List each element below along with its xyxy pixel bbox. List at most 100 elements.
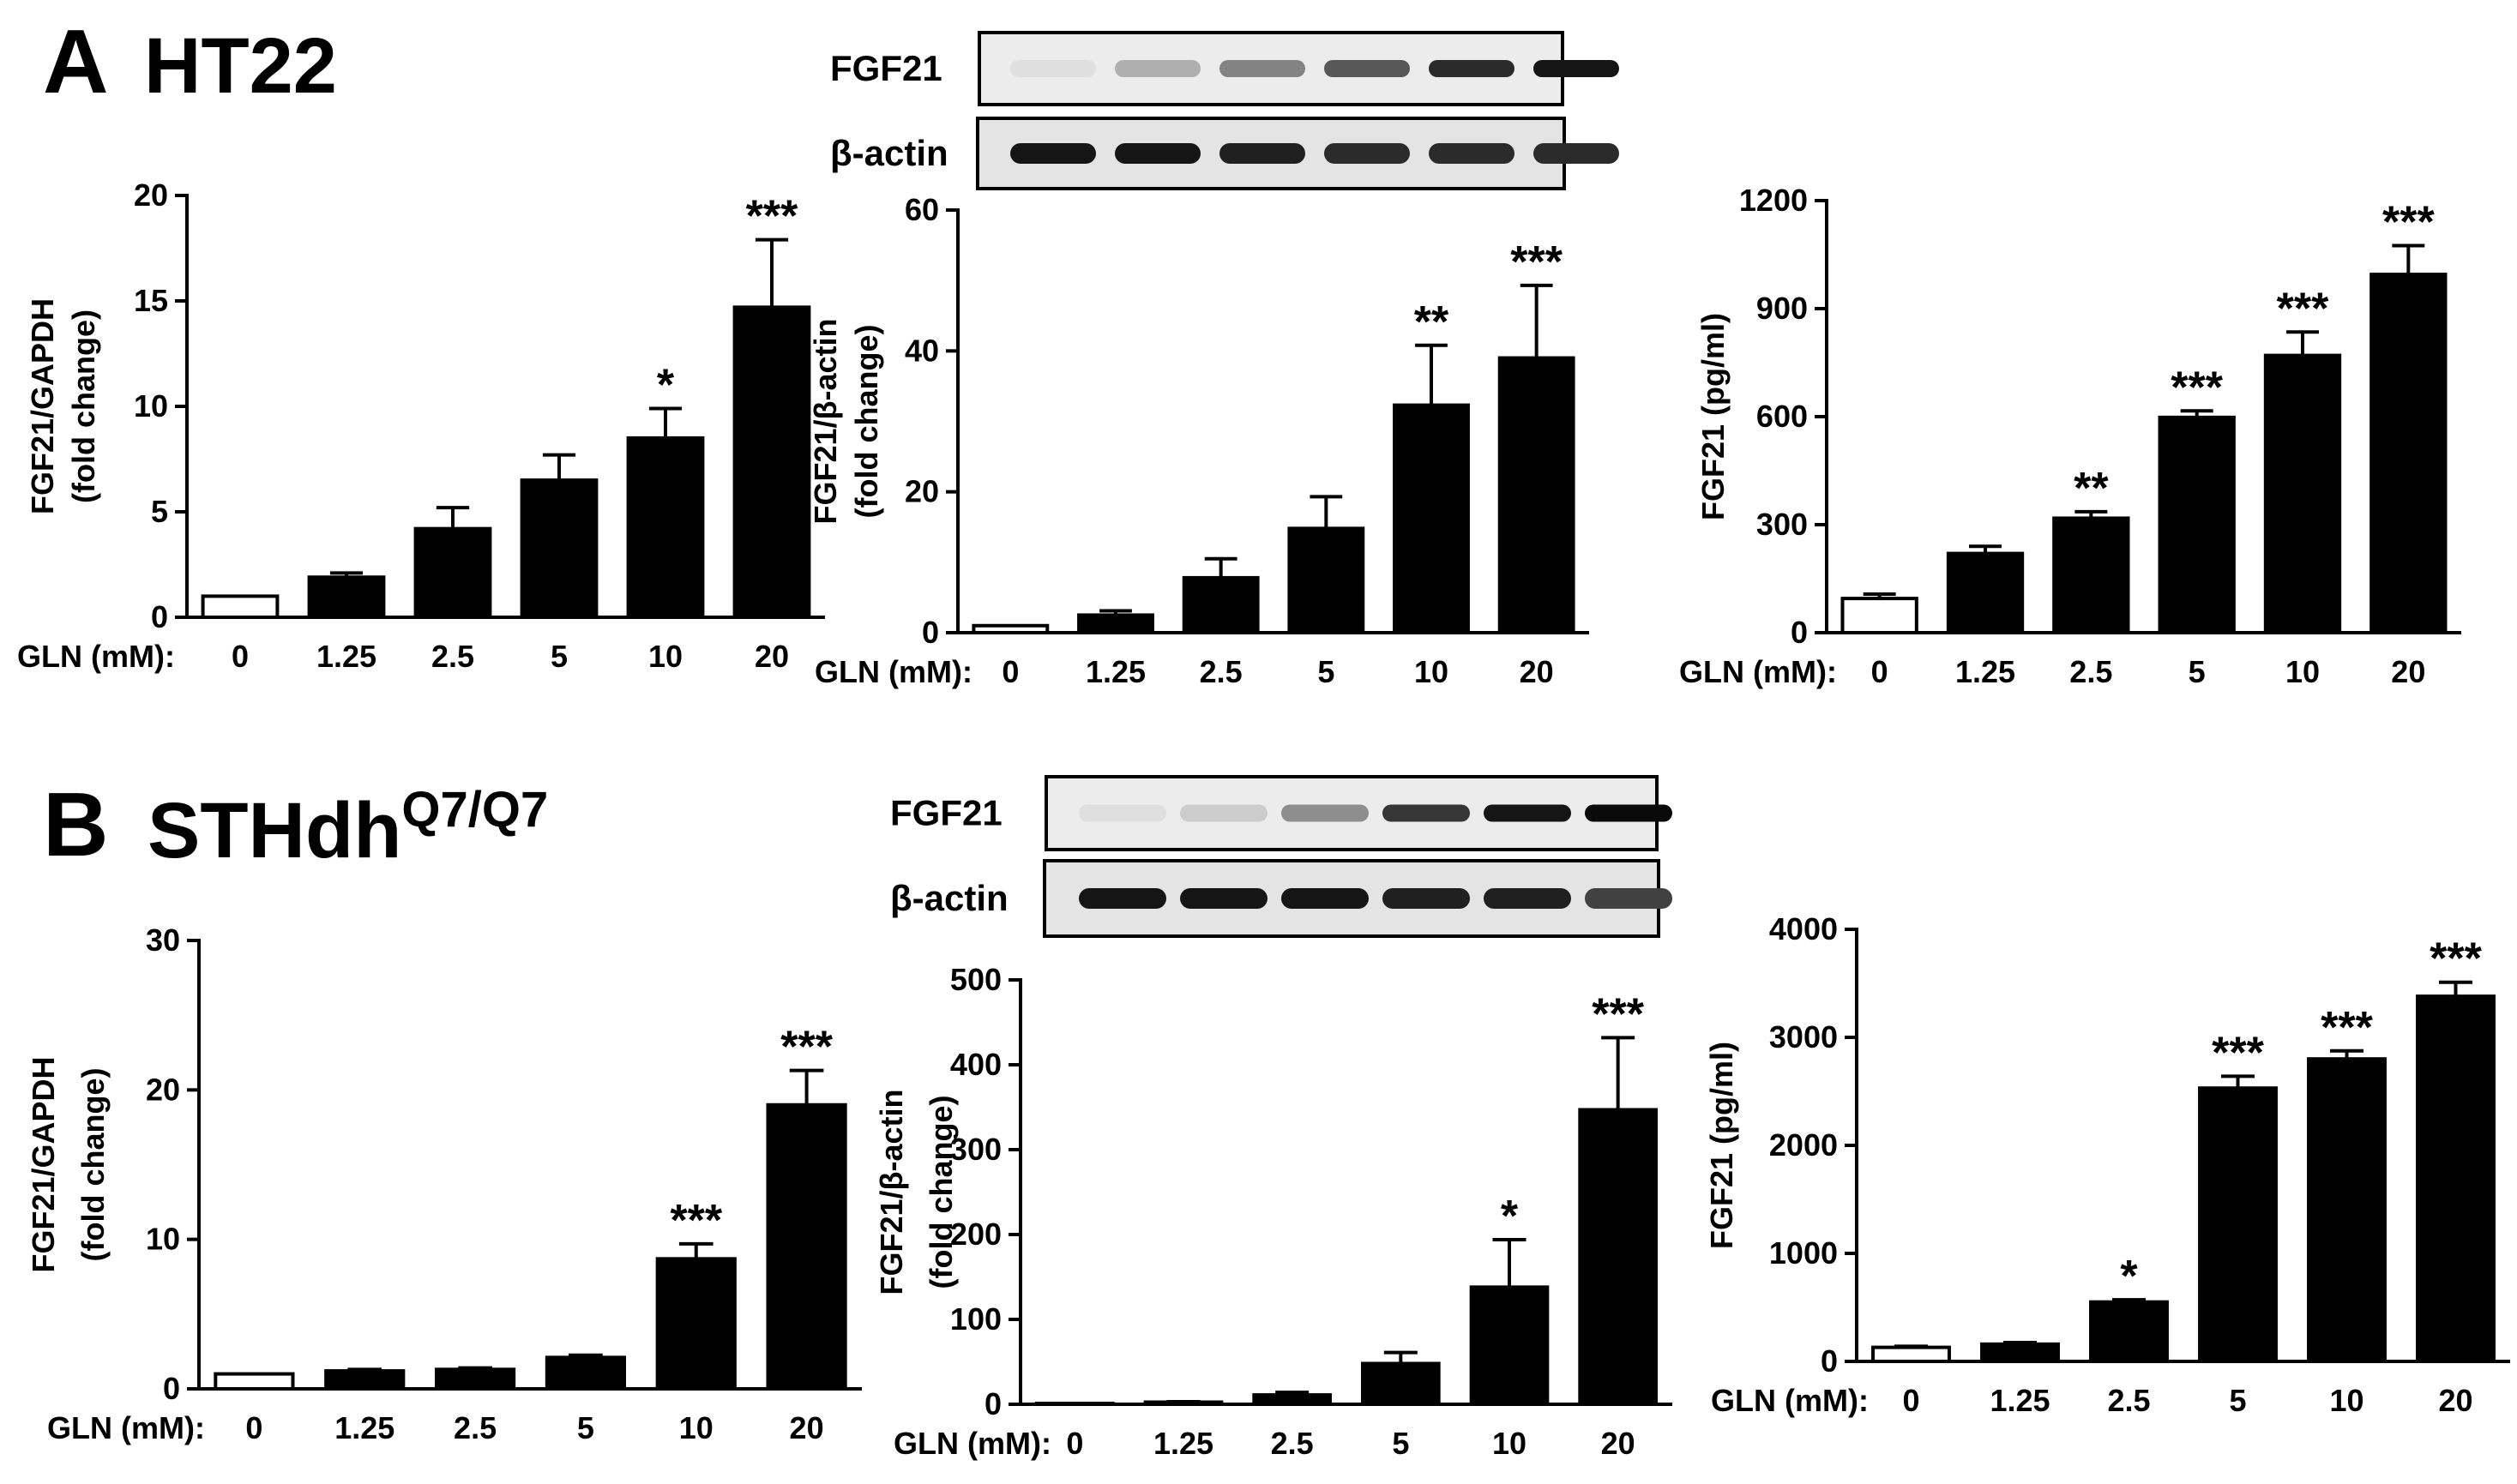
y-tick-label: 0 <box>985 1386 1002 1421</box>
bar <box>214 1372 295 1391</box>
significance-mark: *** <box>746 192 798 242</box>
x-tick-label: 2.5 <box>431 639 474 674</box>
y-axis-label: (fold change) <box>66 309 101 503</box>
x-tick-label: 5 <box>2229 1383 2246 1418</box>
x-tick-label: 2.5 <box>454 1410 497 1445</box>
significance-mark: ** <box>2074 464 2109 514</box>
y-tick-label: 2000 <box>1769 1127 1838 1163</box>
blot-band-target <box>1324 60 1410 77</box>
bar <box>1469 1285 1550 1406</box>
bar <box>1497 356 1575 634</box>
x-tick-label: 10 <box>1492 1426 1526 1461</box>
significance-mark: *** <box>1510 237 1563 287</box>
bar <box>2158 415 2236 634</box>
x-tick-label: 10 <box>679 1410 714 1445</box>
x-tick-label: 20 <box>1520 654 1554 689</box>
y-tick-label: 0 <box>1821 1343 1838 1379</box>
panel-cell-b-superscript: Q7/Q7 <box>401 782 548 838</box>
y-axis-label: FGF21/β-actin <box>808 318 843 524</box>
significance-mark: *** <box>2212 1028 2264 1078</box>
blot-band-target <box>1533 60 1619 77</box>
significance-mark: *** <box>2430 934 2482 984</box>
chart-b-secreted: 0 1000 2000 3000 4000 FGF21 (pg/ml) GLN (mM): 0… <box>1704 911 2510 1418</box>
chart-b-mrna: 0 10 20 30 FGF21/GAPDH (fold change) GLN (mM):… <box>26 922 862 1445</box>
blot-band-control <box>1382 888 1470 909</box>
x-tick-label: 20 <box>1601 1426 1635 1461</box>
y-tick-label: 500 <box>950 962 1002 997</box>
x-tick-label: 2.5 <box>1200 654 1243 689</box>
panel-cell-a: HT22 <box>144 22 337 110</box>
chart-a-protein: 0 20 40 60 FGF21/β-actin (fold change) GLN (mM… <box>808 192 1589 689</box>
x-tick-label: 1.25 <box>1990 1383 2050 1418</box>
y-tick-label: 200 <box>950 1217 1002 1252</box>
x-tick-label: 20 <box>2391 654 2425 689</box>
blot-band-control <box>1324 143 1410 164</box>
significance-mark: *** <box>1592 989 1644 1039</box>
y-tick-label: 300 <box>950 1132 1002 1167</box>
x-tick-label: 1.25 <box>334 1410 394 1445</box>
y-tick-label: 900 <box>1756 291 1808 326</box>
bar <box>307 575 386 620</box>
bar <box>1287 526 1365 634</box>
bar <box>1252 1393 1333 1406</box>
significance-mark: * <box>1501 1192 1519 1241</box>
x-tick-label: 10 <box>648 639 683 674</box>
y-axis-label: FGF21 (pg/ml) <box>1695 313 1731 520</box>
western-blot-a: FGF21 β-actin <box>830 31 1619 190</box>
blot-target-label: FGF21 <box>890 793 1003 833</box>
y-tick-label: 30 <box>146 922 180 958</box>
bar <box>1871 1345 1951 1363</box>
bar <box>413 526 492 619</box>
y-tick-label: 0 <box>1791 615 1808 650</box>
blot-band-target <box>1429 60 1514 77</box>
bar <box>972 623 1050 634</box>
y-tick-label: 600 <box>1756 399 1808 434</box>
bar <box>545 1355 627 1391</box>
y-tick-label: 1000 <box>1769 1235 1838 1271</box>
y-axis-label: FGF21 (pg/ml) <box>1704 1042 1739 1249</box>
x-tick-label: 0 <box>245 1410 262 1445</box>
bar <box>1361 1361 1441 1406</box>
x-tick-label: 5 <box>2189 654 2206 689</box>
significance-mark: *** <box>780 1023 833 1072</box>
blot-band-control <box>1079 888 1166 909</box>
bar <box>520 478 599 619</box>
bar <box>2263 353 2342 634</box>
blot-band-target <box>1484 804 1571 822</box>
x-axis-label: GLN (mM): <box>1711 1383 1869 1418</box>
x-axis-label: GLN (mM): <box>47 1410 205 1445</box>
bar <box>1980 1342 2060 1363</box>
significance-mark: *** <box>2171 363 2223 412</box>
bar <box>766 1102 847 1391</box>
y-axis-label: (fold change) <box>924 1096 959 1289</box>
x-tick-label: 20 <box>2438 1383 2472 1418</box>
panel-cell-b-name: STHdh <box>148 787 401 874</box>
blot-band-target <box>1010 60 1096 77</box>
blot-band-target <box>1382 804 1470 822</box>
y-tick-label: 10 <box>146 1222 180 1257</box>
bar <box>1077 613 1154 634</box>
bar <box>1182 575 1260 634</box>
x-tick-label: 1.25 <box>1153 1426 1213 1461</box>
bar <box>201 594 280 620</box>
y-tick-label: 1200 <box>1739 183 1808 218</box>
blot-band-target <box>1079 804 1166 822</box>
bar <box>434 1367 516 1391</box>
bar <box>2052 516 2130 634</box>
x-axis-label: GLN (mM): <box>17 639 175 674</box>
y-tick-label: 300 <box>1756 507 1808 542</box>
x-tick-label: 5 <box>577 1410 594 1445</box>
x-tick-label: 10 <box>2329 1383 2363 1418</box>
chart-a-secreted: 0 300 600 900 1200 FGF21 (pg/ml) GLN (mM): 0 1.2… <box>1679 183 2461 689</box>
chart-a-mrna: 0 5 10 15 20 FGF21/GAPDH (fold change) GLN (mM)… <box>17 177 825 674</box>
bar <box>655 1257 737 1391</box>
x-tick-label: 0 <box>1902 1383 1919 1418</box>
significance-mark: *** <box>670 1196 722 1246</box>
bar <box>2416 994 2496 1363</box>
x-tick-label: 2.5 <box>2069 654 2112 689</box>
blot-band-target <box>1585 804 1672 822</box>
significance-mark: * <box>657 360 675 410</box>
x-tick-label: 1.25 <box>316 639 376 674</box>
